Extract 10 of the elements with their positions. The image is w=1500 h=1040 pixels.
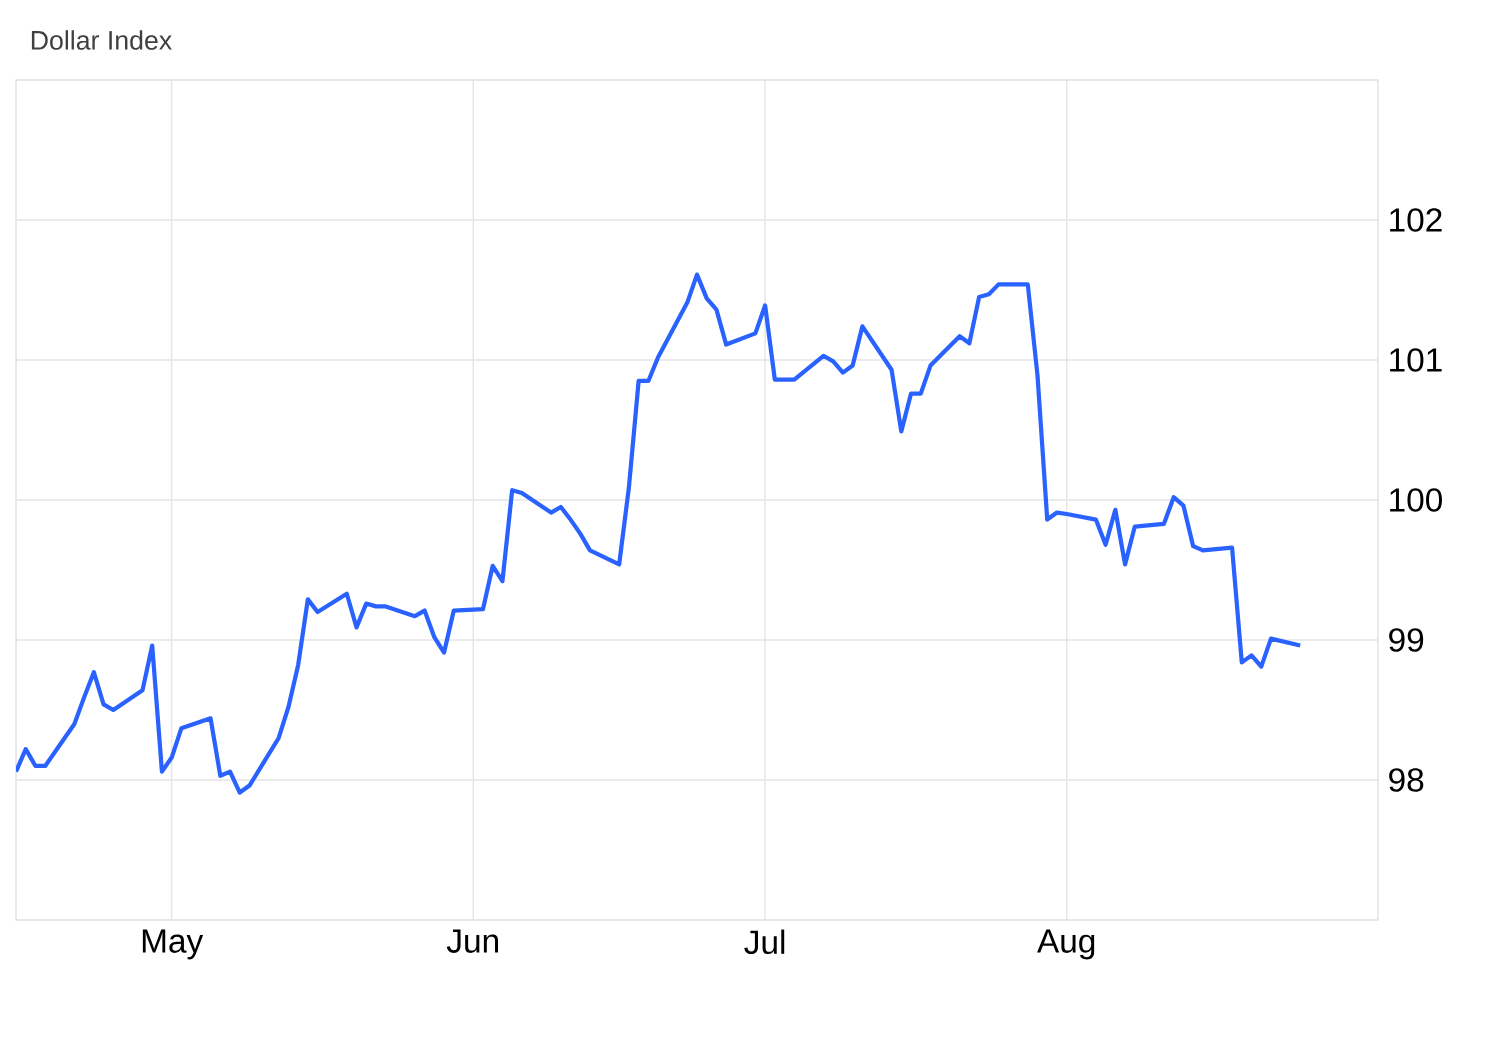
x-tick-label: Aug — [1037, 929, 1095, 960]
x-tick-label: Jun — [446, 929, 499, 953]
y-tick-label: 100 — [1390, 488, 1442, 512]
y-tick-label: 98 — [1389, 768, 1424, 792]
y-tick-label: 99 — [1389, 628, 1424, 652]
y-tick-label: 101 — [1390, 348, 1442, 372]
chart-title: Dollar Index — [31, 30, 172, 50]
y-tick-label: 102 — [1390, 208, 1442, 232]
x-tick-label: Jul — [744, 929, 785, 955]
x-tick-label: May — [142, 929, 204, 960]
